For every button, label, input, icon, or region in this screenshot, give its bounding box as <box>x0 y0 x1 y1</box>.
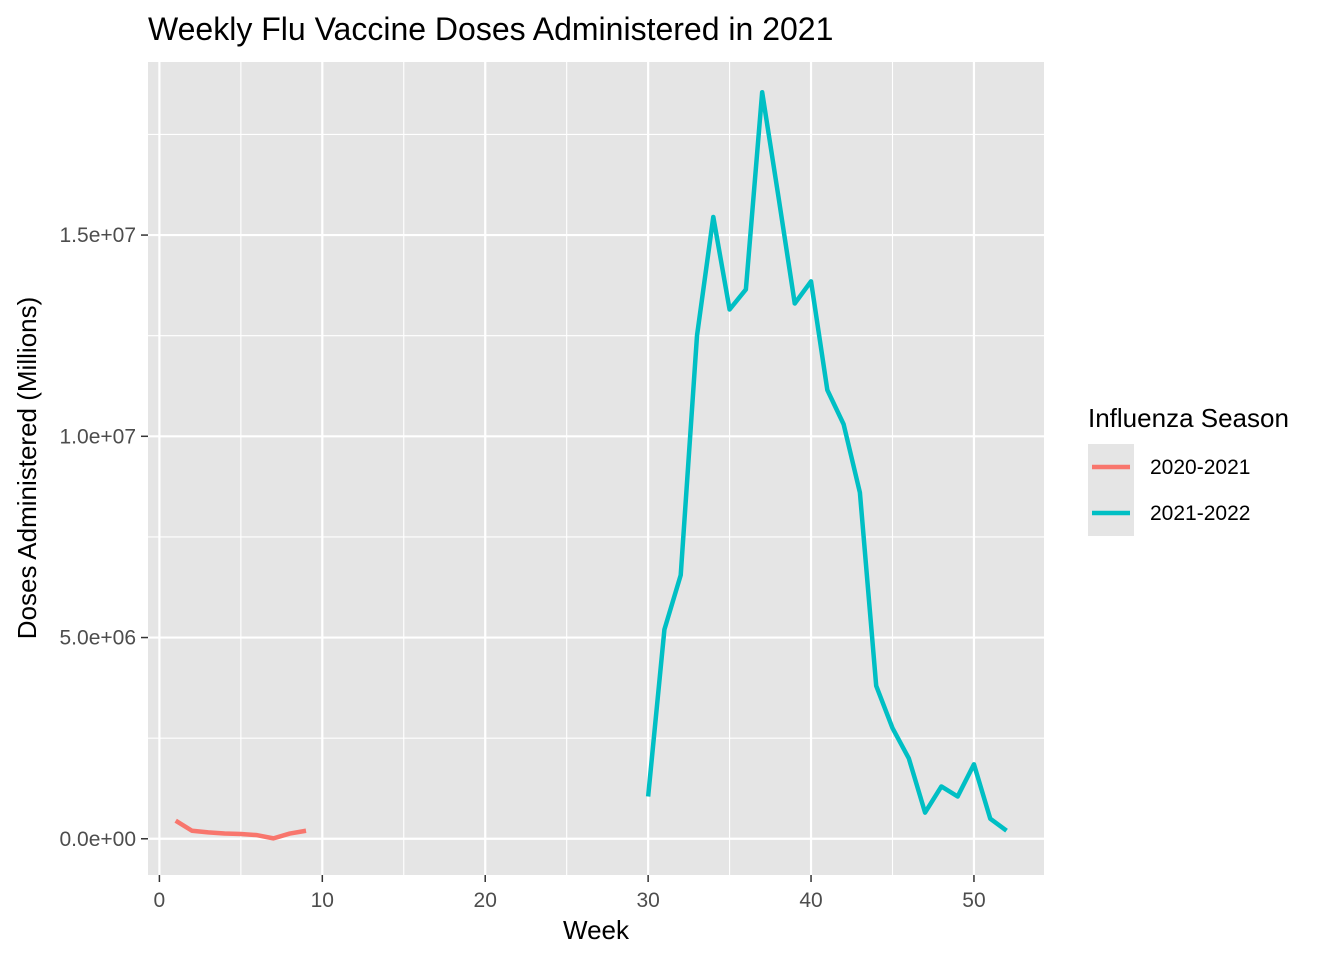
minor-gridlines <box>148 62 1044 875</box>
plot-panel <box>148 62 1044 875</box>
legend-label: 2021-2022 <box>1150 502 1250 525</box>
y-tick-label: 0.0e+00 <box>60 828 137 851</box>
legend-label: 2020-2021 <box>1150 456 1250 479</box>
chart-title: Weekly Flu Vaccine Doses Administered in… <box>148 11 833 47</box>
legend-title: Influenza Season <box>1088 403 1289 433</box>
y-axis-title: Doses Administered (Millions) <box>12 297 42 639</box>
x-tick-label: 20 <box>474 889 497 912</box>
y-tick-label: 1.0e+07 <box>60 425 137 448</box>
legend: Influenza Season 2020-2021 2021-2022 <box>1088 403 1289 536</box>
y-axis-tick-labels: 0.0e+00 5.0e+06 1.0e+07 1.5e+07 <box>60 224 137 851</box>
x-tick-label: 30 <box>636 889 659 912</box>
major-gridlines <box>148 62 1044 875</box>
series-line-2021-2022 <box>645 89 1008 833</box>
x-tick-label: 10 <box>311 889 334 912</box>
series-line-2020-2021 <box>174 818 307 841</box>
x-tick-label: 40 <box>799 889 822 912</box>
x-tick-label: 50 <box>962 889 985 912</box>
series-lines <box>174 89 1008 841</box>
x-axis-title: Week <box>563 915 630 945</box>
x-tick-label: 0 <box>154 889 166 912</box>
y-tick-label: 1.5e+07 <box>60 224 137 247</box>
y-tick-label: 5.0e+06 <box>60 627 137 650</box>
axis-ticks <box>141 234 975 882</box>
x-axis-tick-labels: 0 10 20 30 40 50 <box>154 889 986 912</box>
